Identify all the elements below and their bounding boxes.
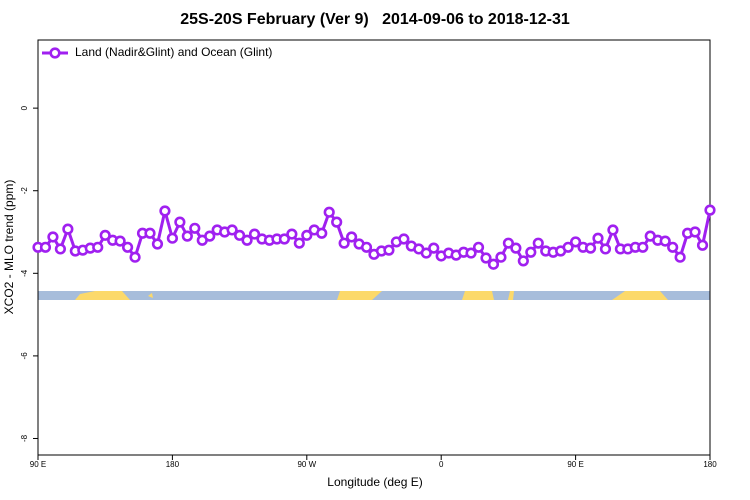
data-point: [465, 247, 477, 259]
data-point: [39, 241, 52, 253]
data-point: [495, 251, 507, 263]
data-point: [174, 216, 186, 228]
data-point: [420, 247, 432, 259]
data-point: [331, 216, 343, 228]
data-point: [674, 251, 686, 263]
y-tick-label: -6: [20, 352, 29, 360]
chart-title: 25S-20S February (Ver 9) 2014-09-06 to 2…: [180, 11, 570, 28]
data-point: [599, 243, 612, 255]
data-point: [114, 235, 126, 247]
data-point: [323, 206, 335, 218]
x-tick-label: 180: [703, 460, 717, 469]
data-point: [234, 229, 246, 241]
data-point: [637, 241, 649, 253]
legend-marker: [49, 47, 61, 59]
x-axis-label: Longitude (deg E): [327, 475, 422, 489]
land: [148, 293, 153, 298]
x-tick-label: 90 E: [30, 460, 46, 469]
data-point: [338, 237, 350, 249]
data-point: [704, 204, 716, 216]
data-point: [659, 235, 671, 247]
data-point: [569, 236, 582, 248]
data-point: [181, 230, 193, 242]
data-point: [241, 234, 253, 246]
land: [337, 291, 382, 300]
data-point: [584, 242, 597, 254]
data-point: [428, 242, 440, 254]
data-point: [696, 239, 709, 251]
data-point: [398, 233, 410, 245]
data-point: [129, 251, 141, 263]
data-point: [166, 232, 178, 244]
y-tick-label: 0: [20, 105, 29, 110]
data-point: [151, 238, 164, 250]
data-point: [159, 205, 171, 217]
data-point: [293, 237, 305, 249]
data-point: [592, 232, 604, 244]
x-tick-label: 90 W: [297, 460, 316, 469]
data-point: [607, 224, 619, 236]
data-point: [689, 226, 701, 238]
data-point: [316, 227, 328, 239]
y-axis-label: XCO2 - MLO trend (ppm): [2, 180, 16, 315]
data-point: [248, 228, 261, 240]
data-point: [510, 242, 522, 254]
data-point: [383, 244, 395, 256]
data-point: [92, 241, 104, 253]
land: [75, 291, 130, 300]
data-point: [54, 243, 67, 255]
data-point: [360, 241, 373, 253]
x-tick-label: 0: [439, 460, 444, 469]
data-point: [121, 241, 134, 253]
data-point: [189, 222, 201, 234]
data-point: [204, 230, 216, 242]
data-point: [562, 241, 574, 253]
data-point: [286, 228, 298, 240]
legend-label: Land (Nadir&Glint) and Ocean (Glint): [75, 45, 272, 59]
data-point: [301, 229, 313, 241]
data-point: [278, 233, 291, 245]
data-point: [346, 231, 358, 243]
data-point: [487, 258, 500, 270]
data-point: [62, 223, 74, 235]
land-mask: [38, 291, 710, 300]
data-point: [47, 231, 59, 243]
x-tick-label: 90 E: [567, 460, 583, 469]
data-point: [667, 241, 679, 253]
data-point: [480, 252, 492, 264]
data-point: [517, 255, 529, 267]
data-point: [144, 227, 156, 239]
data-point: [525, 246, 537, 258]
data-point: [502, 237, 515, 249]
x-tick-label: 180: [166, 460, 180, 469]
land: [508, 291, 514, 300]
y-tick-label: -2: [20, 187, 29, 195]
data-point: [226, 224, 238, 236]
y-tick-label: -4: [20, 269, 29, 277]
y-tick-label: -8: [20, 434, 29, 442]
data-point: [472, 241, 485, 253]
land: [612, 291, 668, 300]
data-point: [99, 229, 111, 241]
data-point: [532, 237, 544, 249]
land: [462, 291, 494, 300]
